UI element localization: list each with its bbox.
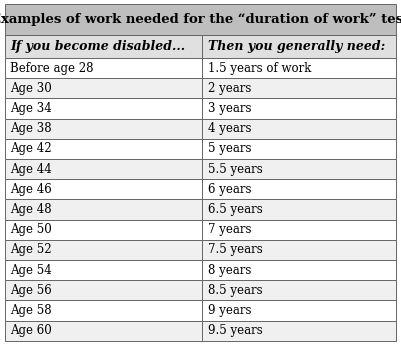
Bar: [203, 78, 396, 98]
Text: Age 44: Age 44: [10, 162, 52, 176]
Text: Age 58: Age 58: [10, 304, 52, 317]
Text: Age 50: Age 50: [10, 223, 52, 236]
Text: 3 years: 3 years: [208, 102, 251, 115]
Bar: [5, 179, 203, 199]
Text: 5 years: 5 years: [208, 142, 251, 156]
Bar: [203, 280, 396, 300]
Text: 6 years: 6 years: [208, 183, 251, 196]
Bar: [203, 199, 396, 220]
Bar: [203, 159, 396, 179]
Text: Age 30: Age 30: [10, 82, 52, 95]
Bar: [5, 220, 203, 240]
Text: 8 years: 8 years: [208, 264, 251, 277]
Text: 7.5 years: 7.5 years: [208, 244, 262, 256]
Bar: [203, 139, 396, 159]
Bar: [5, 260, 203, 280]
Text: If you become disabled...: If you become disabled...: [10, 40, 185, 53]
Bar: [5, 240, 203, 260]
Bar: [203, 220, 396, 240]
Text: Age 38: Age 38: [10, 122, 52, 135]
Text: 8.5 years: 8.5 years: [208, 284, 262, 297]
Text: Age 54: Age 54: [10, 264, 52, 277]
Text: Before age 28: Before age 28: [10, 62, 93, 75]
Text: 9 years: 9 years: [208, 304, 251, 317]
Text: Age 46: Age 46: [10, 183, 52, 196]
Bar: [203, 321, 396, 341]
Text: Then you generally need:: Then you generally need:: [208, 40, 385, 53]
Text: Age 56: Age 56: [10, 284, 52, 297]
Bar: [5, 300, 203, 321]
Text: 6.5 years: 6.5 years: [208, 203, 262, 216]
Text: 5.5 years: 5.5 years: [208, 162, 262, 176]
Text: Age 52: Age 52: [10, 244, 52, 256]
Bar: [203, 35, 396, 58]
Text: Age 48: Age 48: [10, 203, 52, 216]
Bar: [203, 300, 396, 321]
Bar: [5, 119, 203, 139]
Bar: [203, 179, 396, 199]
Bar: [5, 321, 203, 341]
Text: Age 34: Age 34: [10, 102, 52, 115]
Text: 9.5 years: 9.5 years: [208, 324, 262, 337]
Text: 7 years: 7 years: [208, 223, 251, 236]
Bar: [5, 159, 203, 179]
Bar: [203, 58, 396, 78]
Text: 1.5 years of work: 1.5 years of work: [208, 62, 311, 75]
Text: Age 60: Age 60: [10, 324, 52, 337]
Bar: [5, 139, 203, 159]
Text: Age 42: Age 42: [10, 142, 52, 156]
Bar: [5, 4, 396, 35]
Text: Examples of work needed for the “duration of work” test: Examples of work needed for the “duratio…: [0, 13, 401, 26]
Bar: [5, 280, 203, 300]
Bar: [5, 58, 203, 78]
Bar: [203, 260, 396, 280]
Bar: [5, 35, 203, 58]
Bar: [5, 199, 203, 220]
Bar: [5, 98, 203, 119]
Bar: [203, 98, 396, 119]
Bar: [203, 119, 396, 139]
Text: 4 years: 4 years: [208, 122, 251, 135]
Text: 2 years: 2 years: [208, 82, 251, 95]
Bar: [5, 78, 203, 98]
Bar: [203, 240, 396, 260]
